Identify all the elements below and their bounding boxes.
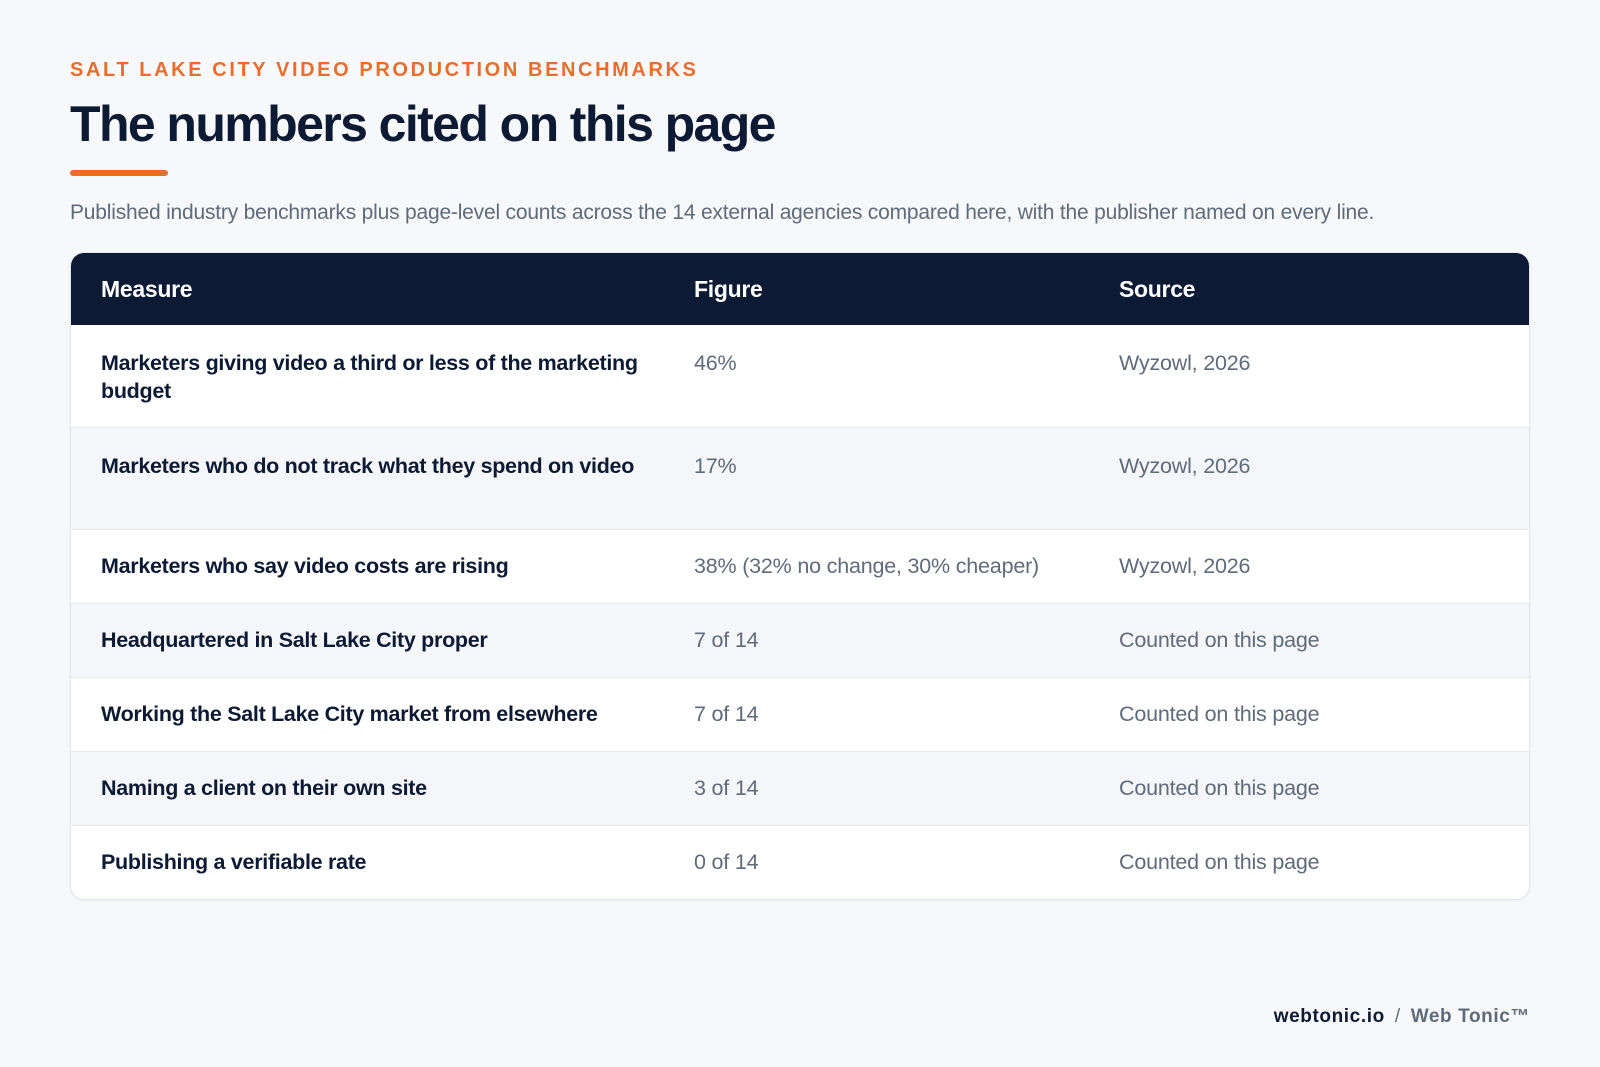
cell-source: Wyzowl, 2026 [1119,454,1251,478]
cell-source: Wyzowl, 2026 [1119,351,1251,375]
page-subtitle: Published industry benchmarks plus page-… [70,201,1375,224]
cell-figure: 3 of 14 [694,776,759,800]
column-header-source: Source [1119,275,1196,302]
cell-source: Wyzowl, 2026 [1119,554,1251,578]
column-header-figure: Figure [694,275,763,302]
cell-measure: Naming a client on their own site [101,776,427,800]
table-row: Marketers who do not track what they spe… [71,427,1529,529]
benchmarks-table: Measure Figure Source Marketers giving v… [70,252,1530,900]
cell-figure: 7 of 14 [694,628,759,652]
cell-figure: 7 of 14 [694,702,759,726]
table-row: Publishing a verifiable rate 0 of 14 Cou… [71,825,1529,899]
title-accent-bar [70,170,168,176]
footer-brand-name: Web Tonic™ [1410,1006,1530,1027]
cell-source: Counted on this page [1119,850,1320,874]
column-header-measure: Measure [101,275,193,302]
cell-measure: Marketers who say video costs are rising [101,554,509,578]
cell-figure: 46% [694,351,737,375]
table-body: Marketers giving video a third or less o… [71,325,1529,899]
cell-figure: 0 of 14 [694,850,759,874]
cell-measure: Publishing a verifiable rate [101,850,367,874]
table-row: Headquartered in Salt Lake City proper 7… [71,603,1529,677]
cell-source: Counted on this page [1119,628,1320,652]
table-header: Measure Figure Source [71,253,1529,325]
cell-measure: Headquartered in Salt Lake City proper [101,628,488,652]
cell-measure: Working the Salt Lake City market from e… [101,702,598,726]
table-row: Naming a client on their own site 3 of 1… [71,751,1529,825]
cell-source: Counted on this page [1119,702,1320,726]
footer-brand: webtonic.io / Web Tonic™ [1274,1005,1530,1029]
cell-figure: 17% [694,454,737,478]
footer-separator: / [1394,1006,1401,1027]
page-title: The numbers cited on this page [70,96,776,152]
table-row: Marketers who say video costs are rising… [71,529,1529,603]
cell-measure: Marketers who do not track what they spe… [101,454,635,478]
eyebrow-label: SALT LAKE CITY VIDEO PRODUCTION BENCHMAR… [70,59,699,81]
cell-measure: Marketers giving video a third or less o… [101,351,638,403]
footer-domain: webtonic.io [1273,1006,1385,1027]
table-row: Marketers giving video a third or less o… [71,325,1529,427]
table-row: Working the Salt Lake City market from e… [71,677,1529,751]
cell-figure: 38% (32% no change, 30% cheaper) [694,554,1040,578]
cell-source: Counted on this page [1119,776,1320,800]
